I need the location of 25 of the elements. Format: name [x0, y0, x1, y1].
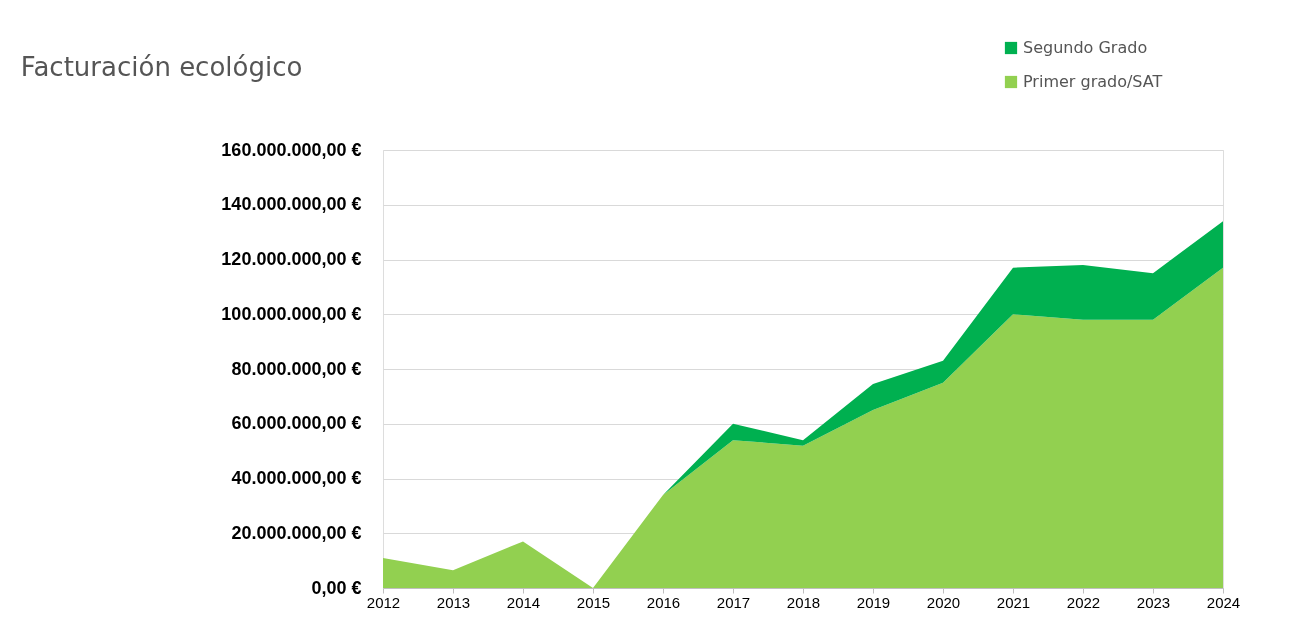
- y-tick-label: 140.000.000,00 €: [221, 194, 362, 215]
- y-tick-label: 100.000.000,00 €: [221, 303, 362, 324]
- y-tick-label: 40.000.000,00 €: [231, 468, 362, 488]
- y-tick-label: 20.000.000,00 €: [231, 522, 362, 543]
- y-tick-label: 160.000.000,00 €: [221, 139, 362, 160]
- x-tick-label: 2016: [646, 593, 681, 611]
- x-tick-label: 2013: [436, 593, 471, 611]
- x-tick-label: 2022: [1066, 593, 1101, 611]
- x-tick-label: 2024: [1206, 593, 1241, 611]
- legend-label: Primer grado/SAT: [1023, 72, 1163, 91]
- y-tick-label: 80.000.000,00 €: [231, 358, 362, 379]
- x-tick-label: 2017: [716, 593, 751, 611]
- x-tick-label: 2014: [506, 593, 541, 611]
- x-tick-label: 2020: [926, 593, 961, 611]
- y-tick-label: 0,00 €: [311, 577, 362, 598]
- x-tick-label: 2021: [996, 593, 1031, 611]
- legend-label: Segundo Grado: [1023, 38, 1148, 57]
- x-tick-label: 2015: [576, 593, 611, 611]
- y-tick-label: 60.000.000,00 €: [231, 413, 362, 434]
- y-tick-label: 120.000.000,00 €: [221, 249, 362, 269]
- x-tick-label: 2018: [786, 593, 821, 611]
- x-tick-label: 2023: [1136, 593, 1171, 611]
- x-tick-label: 2012: [366, 593, 401, 611]
- x-tick-label: 2019: [856, 593, 891, 611]
- text: Facturación ecológico: [20, 52, 303, 82]
